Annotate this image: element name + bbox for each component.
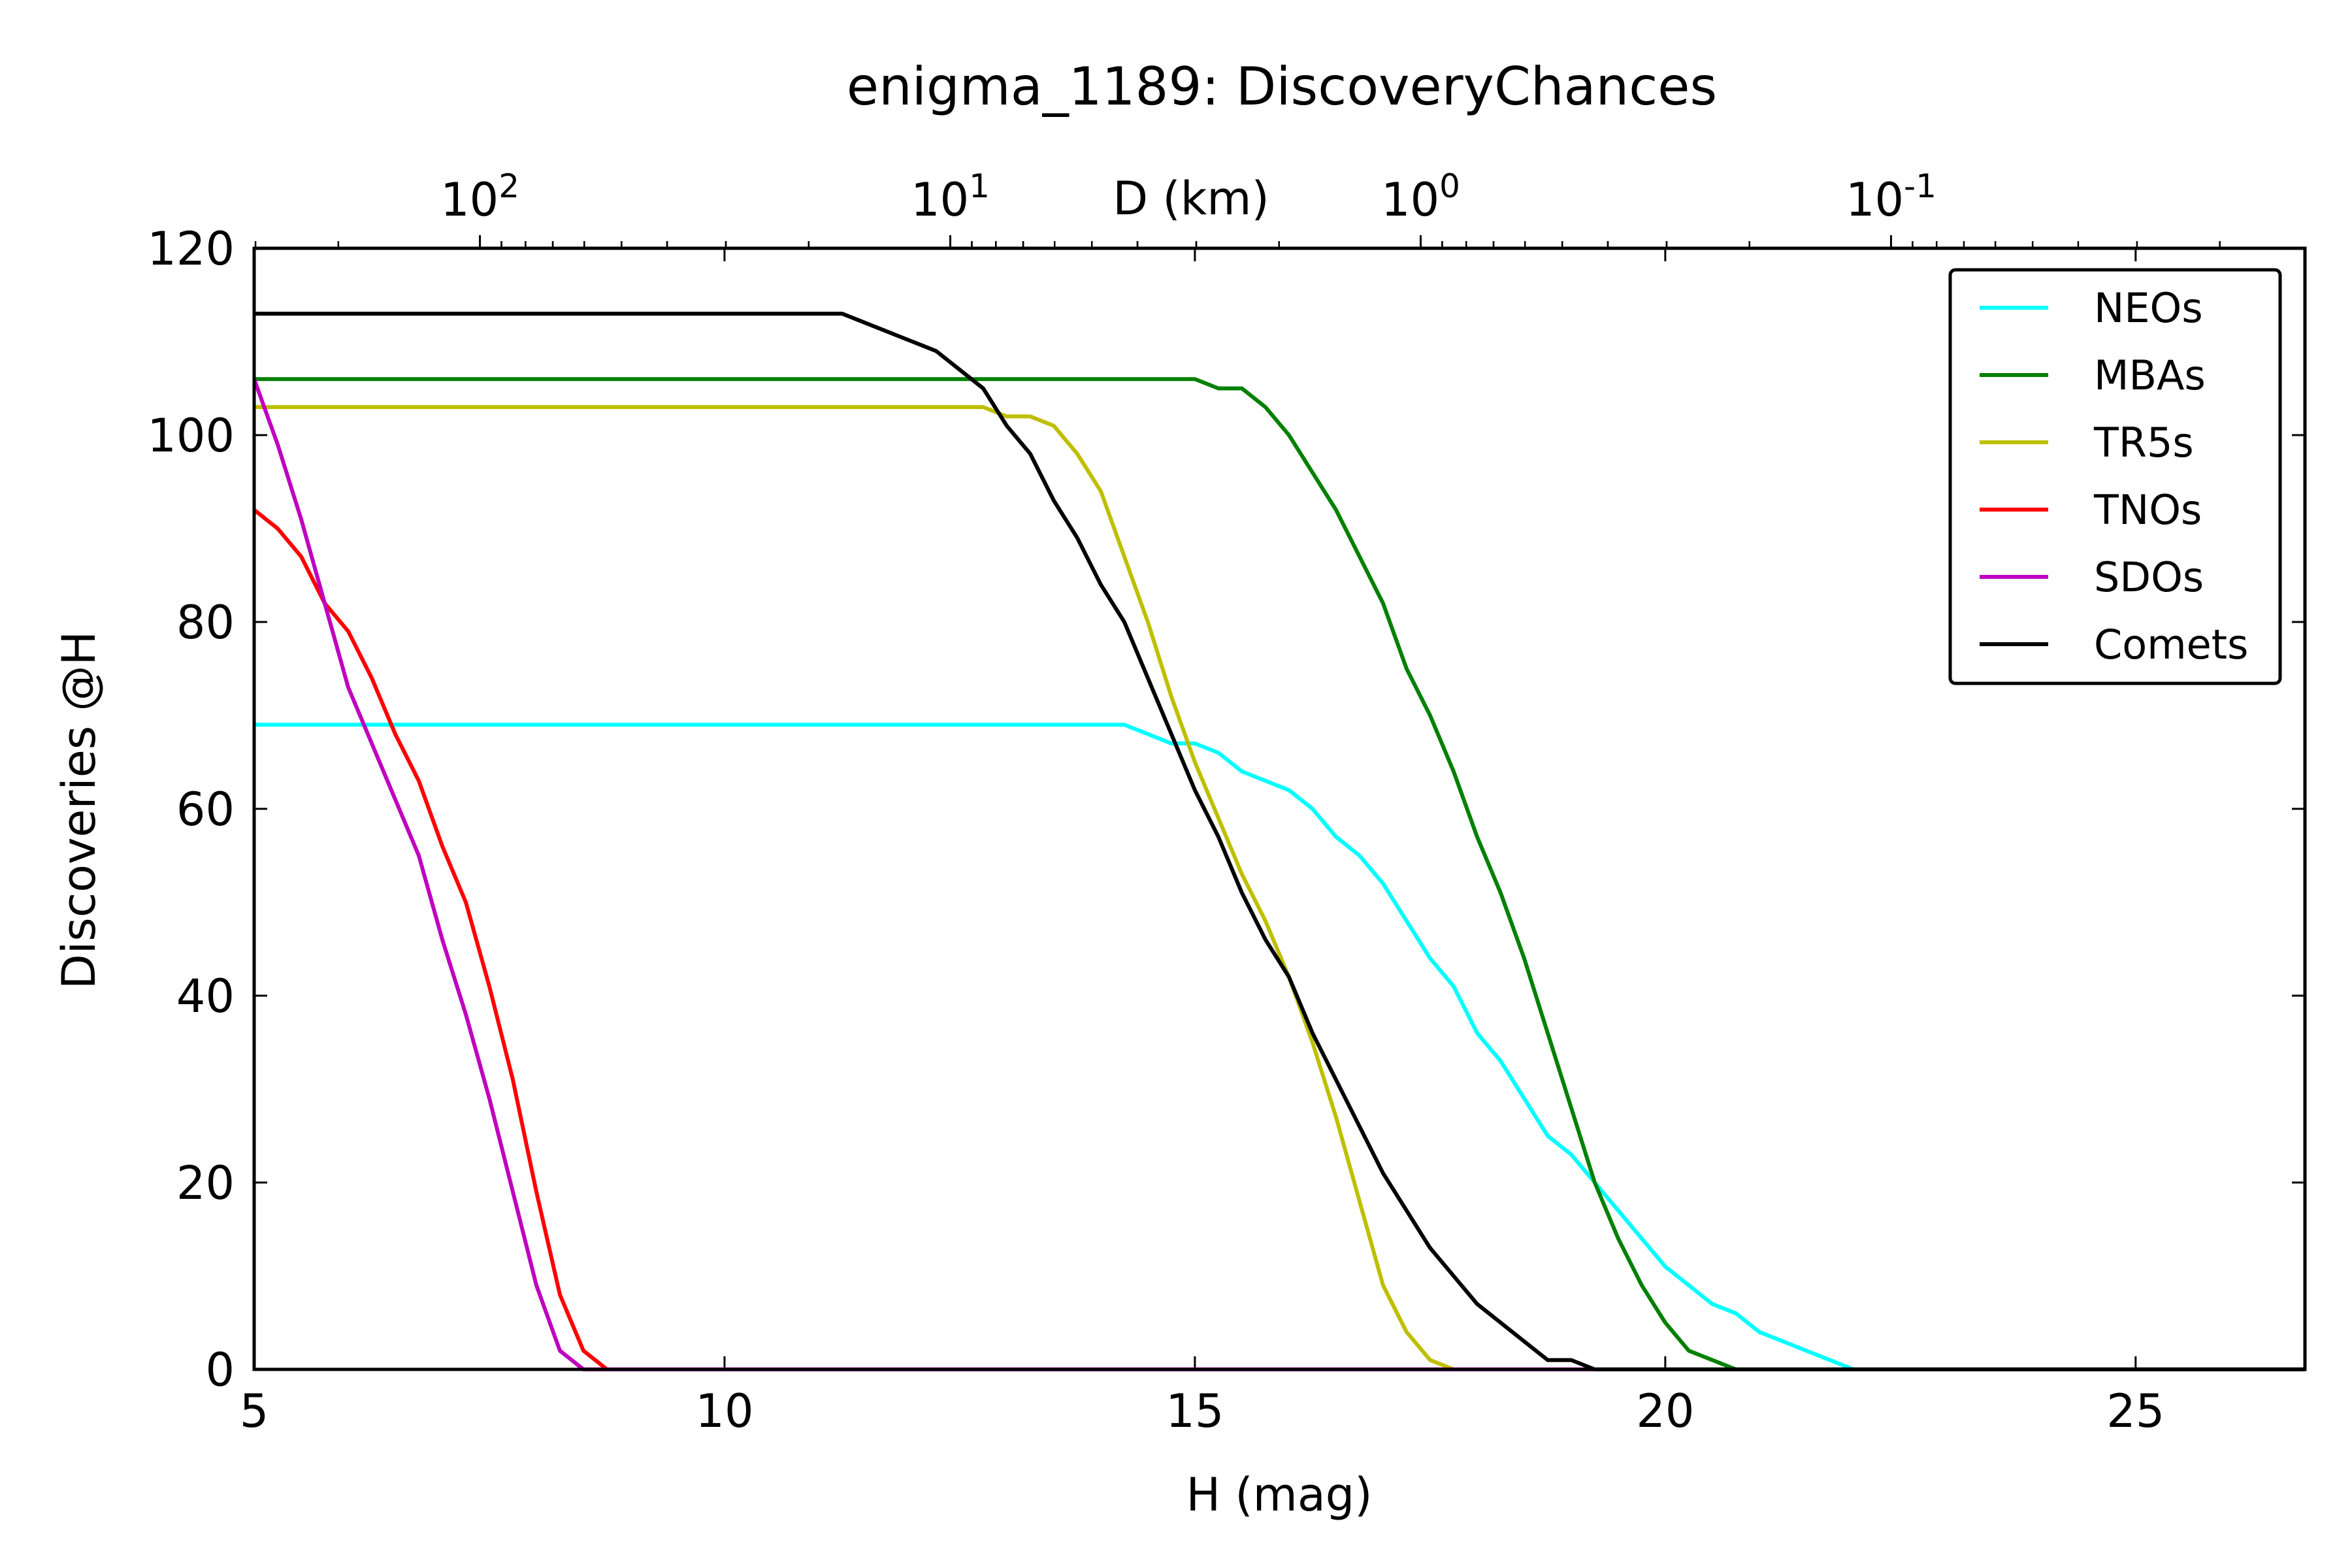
top-tick-label: 100 (1381, 167, 1460, 227)
top-tick-label: 10-1 (1846, 167, 1936, 227)
series-line-comets (254, 312, 2305, 1371)
plot-frame (252, 246, 2307, 1371)
legend-label: Comets (2094, 621, 2248, 668)
legend-label: TR5s (2093, 419, 2194, 466)
y-tick-label: 40 (176, 970, 235, 1023)
top-tick-label: 102 (440, 167, 519, 227)
x-tick-label: 10 (695, 1384, 753, 1438)
series-line-tr5s (254, 405, 2305, 1371)
y-tick-label: 120 (147, 222, 235, 276)
series-line-neos (254, 723, 2305, 1371)
y-axis-label: Discoveries @H (52, 631, 106, 989)
chart-title: enigma_1189: DiscoveryChances (847, 56, 1717, 117)
top-tick-label: 101 (911, 167, 990, 227)
legend-label: NEOs (2094, 284, 2203, 332)
x-tick-label: 25 (2106, 1384, 2164, 1438)
series-line-mbas (254, 377, 2305, 1371)
top-axis-label: D (km) (1113, 172, 1269, 225)
x-tick-label: 20 (1636, 1384, 1694, 1438)
series-line-tnos (253, 508, 2305, 1371)
y-tick-label: 0 (205, 1343, 235, 1397)
legend-label: TNOs (2093, 486, 2202, 534)
series-lines (252, 312, 2305, 1371)
tick-labels: 5 10 15 20 25 0 20 40 60 80 100 120 102 101 100 10-1 (147, 167, 2164, 1438)
legend-label: MBAs (2094, 351, 2206, 399)
series-line-sdos (252, 378, 2305, 1371)
legend-items: NEOs MBAs TR5s TNOs SDOs Comets (1980, 284, 2248, 668)
legend-label: SDOs (2094, 553, 2204, 601)
y-tick-label: 60 (176, 783, 235, 836)
x-tick-label: 5 (240, 1384, 269, 1438)
y-tick-label: 100 (147, 409, 235, 463)
legend: NEOs MBAs TR5s TNOs SDOs Comets (1948, 268, 2282, 685)
y-tick-label: 80 (176, 596, 235, 649)
x-axis-label: H (mag) (1186, 1468, 1372, 1522)
x-tick-label: 15 (1166, 1384, 1224, 1438)
y-tick-label: 20 (176, 1156, 235, 1210)
